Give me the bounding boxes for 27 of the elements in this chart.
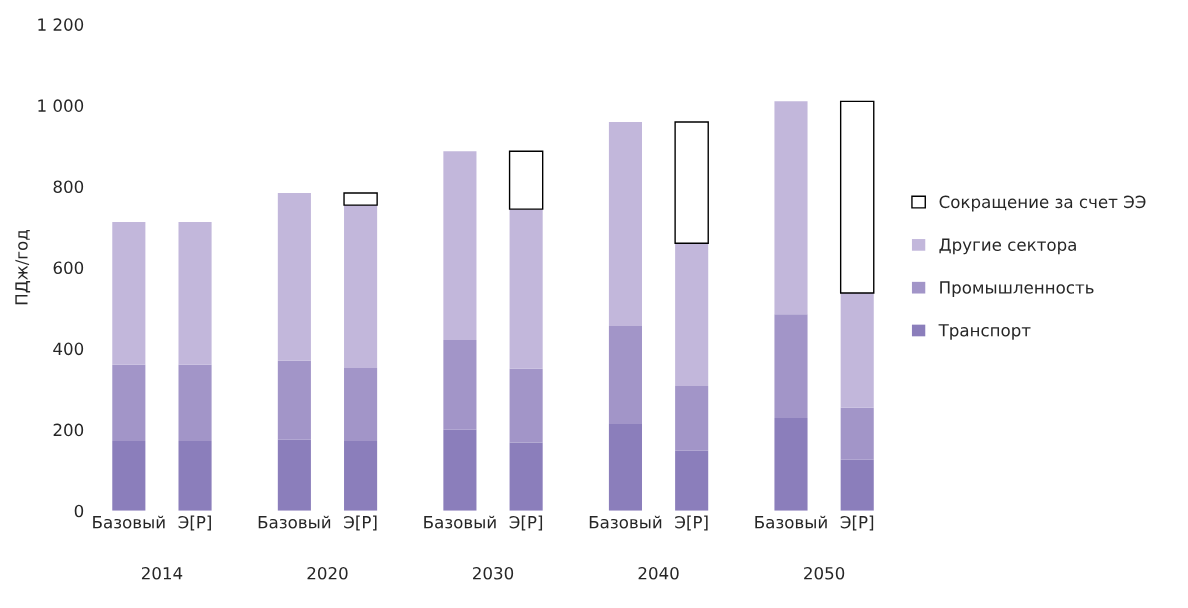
- y-axis-title: ПДж/год: [15, 230, 31, 305]
- text: 2050: [804, 566, 845, 580]
- y-tick-label: 400: [53, 342, 84, 356]
- legend-label: Сокращение за счет ЭЭ: [939, 195, 1146, 212]
- text: 2030: [473, 566, 514, 580]
- x-tick-label: Базовый: [258, 515, 331, 529]
- x-tick-label: Базовый: [589, 515, 662, 529]
- text: 2040: [638, 566, 679, 580]
- x-tick-label: Э[Р]: [178, 515, 211, 531]
- x-tick-label: Базовый: [93, 515, 165, 529]
- x-tick-label: Э[Р]: [509, 515, 543, 531]
- y-tick-label: 0: [74, 504, 84, 518]
- x-tick-label: Э[Р]: [675, 515, 708, 531]
- y-tick-label: 200: [53, 423, 84, 437]
- x-tick-label: Э[Р]: [840, 515, 874, 531]
- text: 2020: [307, 566, 348, 580]
- x-tick-label: Э[Р]: [344, 515, 377, 531]
- legend-label: Другие сектора: [939, 238, 1076, 255]
- text: 2014: [141, 566, 183, 580]
- y-tick-label: 600: [53, 261, 84, 275]
- y-tick-label: 1 000: [38, 99, 84, 112]
- y-tick-label: 800: [53, 180, 84, 194]
- y-tick-label: 1 200: [38, 18, 84, 31]
- legend-label: Транспорт: [938, 324, 1031, 340]
- x-tick-label: Базовый: [424, 515, 496, 529]
- legend-label: Промышленность: [940, 281, 1094, 297]
- x-tick-label: Базовый: [755, 515, 827, 529]
